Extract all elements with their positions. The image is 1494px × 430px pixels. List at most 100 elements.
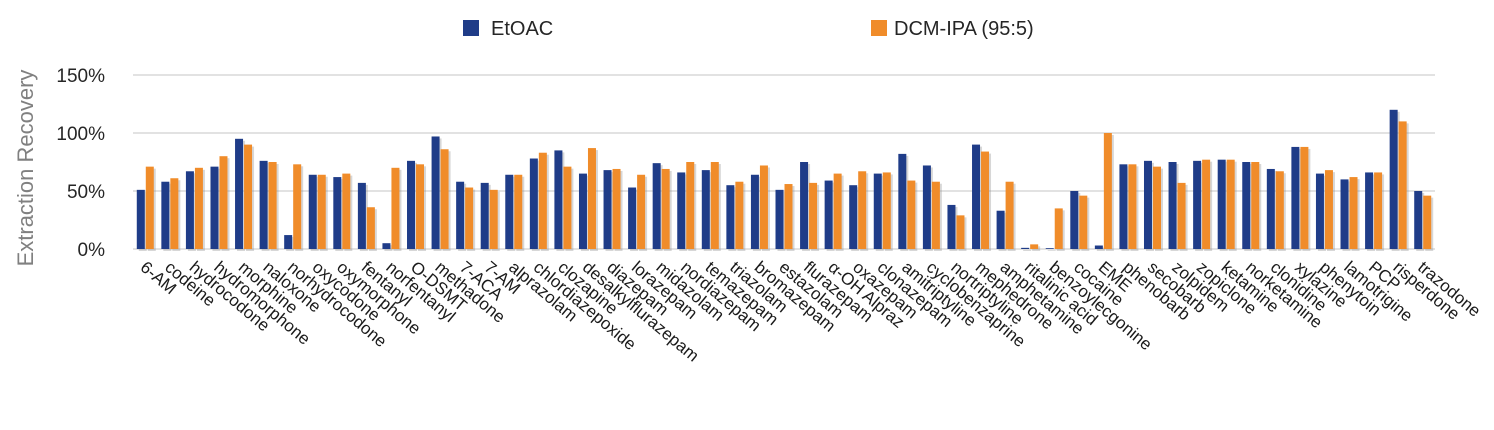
bar-dcm-ipa	[317, 174, 326, 249]
bar-etoac	[284, 235, 293, 249]
bar-etoac	[210, 166, 219, 249]
y-axis-label: Extraction Recovery	[13, 70, 38, 267]
bar-etoac	[1045, 248, 1054, 249]
bar-shadow	[1096, 247, 1105, 251]
bar-dcm-ipa	[563, 166, 572, 249]
bar-etoac	[1291, 146, 1300, 249]
bar-dcm-ipa	[1030, 244, 1039, 249]
bar-dcm-ipa	[661, 168, 670, 249]
bar-etoac	[922, 165, 931, 249]
bar-etoac	[824, 180, 833, 249]
bar-etoac	[1094, 245, 1103, 249]
bar-etoac	[628, 187, 637, 249]
bar-dcm-ipa	[244, 144, 253, 249]
bar-etoac	[1217, 159, 1226, 249]
bar-dcm-ipa	[293, 164, 302, 249]
bar-etoac	[480, 182, 489, 249]
y-tick-label: 50%	[67, 182, 105, 203]
bar-etoac	[505, 174, 514, 249]
bar-dcm-ipa	[1202, 159, 1211, 249]
bar-etoac	[259, 160, 268, 249]
bar-etoac	[431, 136, 440, 249]
bar-dcm-ipa	[1103, 133, 1112, 249]
bar-dcm-ipa	[1423, 195, 1432, 249]
legend: EtOAC DCM-IPA (95:5)	[463, 18, 1034, 40]
bar-etoac	[775, 189, 784, 249]
bar-dcm-ipa	[833, 173, 842, 249]
bar-etoac	[382, 243, 391, 249]
bar-dcm-ipa	[1054, 208, 1063, 249]
bar-dcm-ipa	[1152, 166, 1161, 249]
legend-label-dcm-ipa: DCM-IPA (95:5)	[894, 18, 1034, 40]
bar-dcm-ipa	[440, 149, 449, 249]
bar-etoac	[333, 177, 342, 249]
bar-etoac	[1119, 164, 1128, 249]
bar-dcm-ipa	[1374, 172, 1383, 249]
bar-dcm-ipa	[612, 168, 621, 249]
bar-dcm-ipa	[145, 166, 154, 249]
bar-dcm-ipa	[882, 172, 891, 249]
bar-dcm-ipa	[587, 148, 596, 249]
bar-etoac	[750, 174, 759, 249]
bar-dcm-ipa	[1300, 146, 1309, 249]
bar-dcm-ipa	[637, 174, 646, 249]
bar-etoac	[800, 162, 809, 249]
bar-dcm-ipa	[1324, 170, 1333, 249]
bar-etoac	[1340, 179, 1349, 249]
bar-etoac	[677, 172, 686, 249]
x-axis-labels: 6-AMcodeinehydrocodonehydromorphonemorph…	[137, 258, 1485, 366]
bar-dcm-ipa	[1177, 182, 1186, 249]
bar-etoac	[1315, 173, 1324, 249]
bar-etoac	[1266, 168, 1275, 249]
bar-etoac	[1143, 160, 1152, 249]
bar-dcm-ipa	[686, 162, 695, 249]
bar-etoac	[578, 173, 587, 249]
bar-dcm-ipa	[759, 165, 768, 249]
bar-etoac	[1389, 109, 1398, 249]
bar-dcm-ipa	[1226, 159, 1235, 249]
bar-dcm-ipa	[391, 167, 400, 249]
bar-dcm-ipa	[268, 162, 277, 249]
bar-etoac	[1070, 191, 1079, 249]
bar-etoac	[996, 210, 1005, 249]
bar-etoac	[456, 181, 465, 249]
bar-dcm-ipa	[907, 180, 916, 249]
bar-dcm-ipa	[1275, 171, 1284, 249]
bar-etoac	[701, 170, 710, 249]
bar-dcm-ipa	[170, 178, 179, 249]
bar-etoac	[726, 185, 735, 249]
bar-etoac	[308, 174, 317, 249]
bar-etoac	[161, 181, 170, 249]
bar-etoac	[652, 163, 661, 249]
bar-etoac	[849, 185, 858, 249]
bar-etoac	[873, 173, 882, 249]
bar-dcm-ipa	[194, 167, 203, 249]
bar-dcm-ipa	[465, 187, 474, 249]
y-axis-ticks: 0% 50% 100% 150%	[56, 66, 105, 261]
bar-dcm-ipa	[1128, 164, 1137, 249]
bar-etoac	[603, 170, 612, 249]
bar-etoac	[1193, 160, 1202, 249]
bar-etoac	[1365, 172, 1374, 249]
bar-dcm-ipa	[219, 156, 228, 249]
bar-dcm-ipa	[514, 174, 523, 249]
bar-etoac	[1414, 191, 1423, 249]
bar-etoac	[947, 204, 956, 249]
y-tick-label: 150%	[56, 66, 105, 87]
bar-dcm-ipa	[366, 207, 375, 249]
bar-dcm-ipa	[538, 152, 547, 249]
bar-etoac	[972, 144, 981, 249]
bar-etoac	[235, 138, 244, 249]
bar-dcm-ipa	[1398, 121, 1407, 249]
bar-etoac	[1021, 247, 1030, 249]
bar-dcm-ipa	[416, 164, 425, 249]
bar-etoac	[357, 182, 366, 249]
bar-dcm-ipa	[710, 162, 719, 249]
bar-dcm-ipa	[956, 215, 965, 249]
bar-etoac	[1242, 162, 1251, 249]
bar-shadow	[1047, 250, 1056, 251]
bar-etoac	[407, 160, 416, 249]
bar-dcm-ipa	[735, 181, 744, 249]
legend-swatch-dcm-ipa	[871, 20, 887, 36]
